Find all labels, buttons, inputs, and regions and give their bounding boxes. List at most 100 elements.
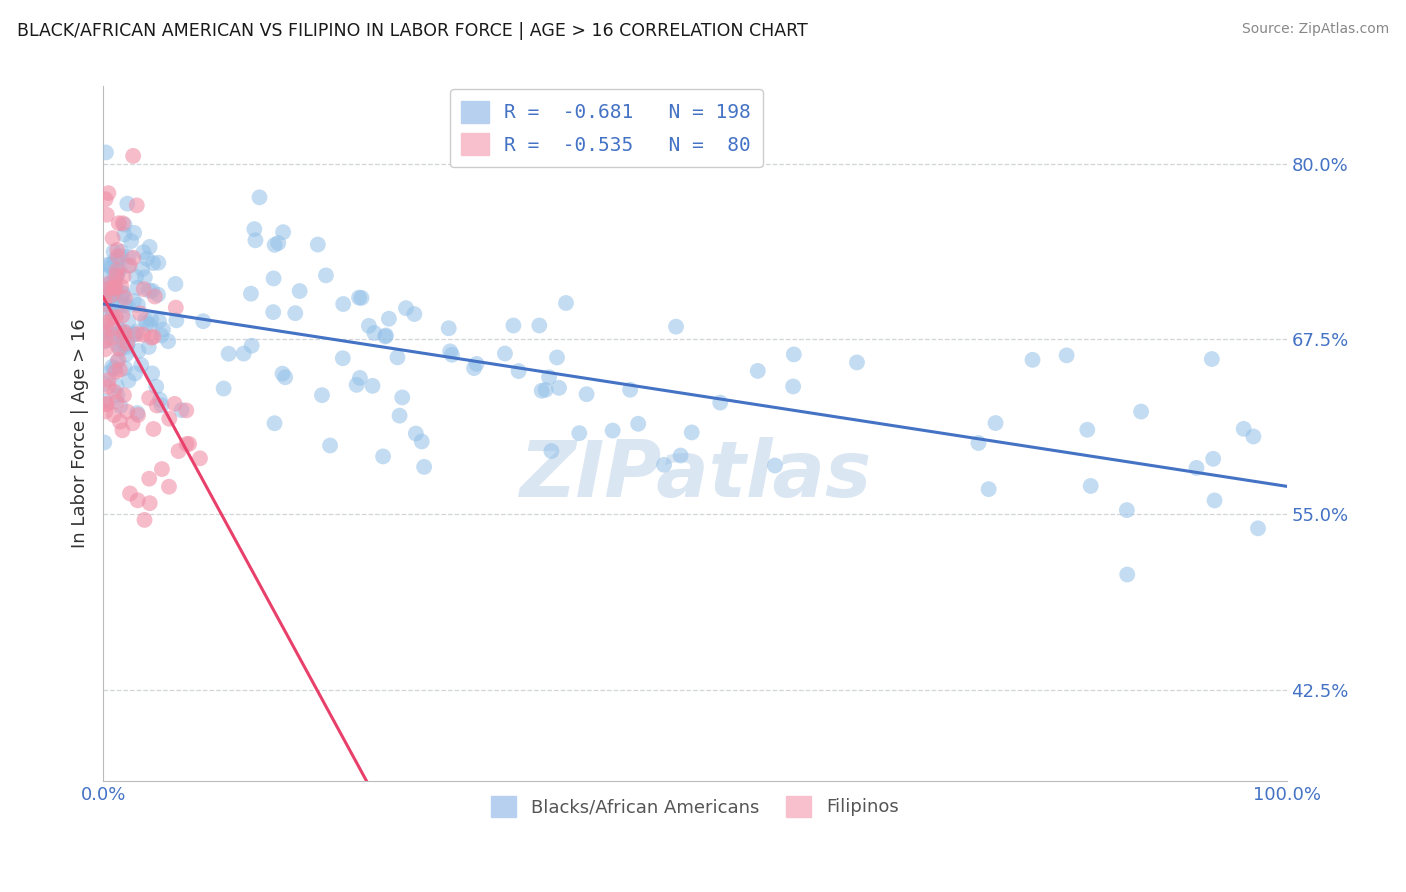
Point (111, 309, 134, 323)
Point (107, 252, 129, 267)
Point (101, 359, 124, 374)
Point (103, 384, 125, 399)
Point (311, 388, 333, 402)
Point (120, 234, 142, 248)
Point (540, 444, 562, 458)
Point (103, 281, 125, 295)
Point (94, 333, 117, 347)
Point (1076, 423, 1098, 437)
Point (107, 352, 129, 367)
Point (374, 329, 396, 343)
Point (534, 383, 557, 397)
Point (374, 328, 396, 343)
Point (537, 370, 560, 384)
Point (96, 284, 118, 298)
Point (114, 298, 136, 312)
Point (114, 291, 136, 305)
Point (1233, 422, 1256, 436)
Point (245, 233, 267, 247)
Point (141, 284, 163, 298)
Point (103, 244, 125, 259)
Point (122, 226, 145, 240)
Point (97, 277, 120, 291)
Point (97, 373, 120, 387)
Point (96, 397, 118, 411)
Point (125, 325, 148, 339)
Point (100, 331, 122, 345)
Point (134, 270, 156, 285)
Point (405, 426, 427, 441)
Point (101, 321, 124, 335)
Point (107, 321, 129, 335)
Point (437, 321, 460, 335)
Point (122, 327, 145, 342)
Point (124, 367, 146, 381)
Point (652, 458, 675, 472)
Point (117, 337, 139, 351)
Point (332, 351, 354, 366)
Point (150, 328, 173, 343)
Point (191, 314, 214, 328)
Point (104, 286, 127, 301)
Point (93, 324, 115, 338)
Point (141, 331, 163, 345)
Point (138, 284, 160, 298)
Point (783, 347, 806, 361)
Point (110, 279, 132, 293)
Point (105, 269, 128, 284)
Point (117, 314, 139, 328)
Point (138, 240, 160, 254)
Y-axis label: In Labor Force | Age > 16: In Labor Force | Age > 16 (72, 318, 89, 549)
Point (108, 415, 131, 429)
Point (103, 281, 125, 295)
Point (163, 397, 186, 411)
Point (108, 262, 131, 277)
Point (508, 364, 530, 378)
Point (127, 493, 149, 508)
Point (148, 256, 170, 270)
Point (111, 423, 134, 437)
Point (105, 394, 128, 409)
Point (93, 286, 115, 301)
Point (332, 297, 354, 311)
Point (94, 145, 117, 160)
Point (984, 416, 1007, 430)
Point (212, 382, 235, 396)
Point (93, 334, 115, 349)
Point (846, 355, 869, 369)
Point (1247, 521, 1270, 535)
Point (94, 343, 117, 357)
Point (146, 287, 169, 301)
Point (104, 310, 127, 325)
Point (148, 314, 170, 328)
Point (122, 251, 145, 265)
Point (122, 149, 145, 163)
Point (110, 399, 132, 413)
Point (263, 238, 285, 252)
Point (103, 361, 125, 376)
Point (132, 327, 155, 342)
Point (977, 482, 1000, 496)
Point (93, 291, 115, 305)
Point (117, 405, 139, 419)
Point (100, 300, 122, 314)
Point (575, 387, 598, 401)
Point (150, 462, 173, 476)
Point (103, 408, 125, 422)
Point (157, 411, 180, 425)
Point (249, 190, 271, 204)
Point (110, 325, 132, 339)
Point (115, 340, 138, 354)
Point (271, 367, 294, 381)
Point (138, 496, 160, 510)
Point (1130, 404, 1153, 418)
Point (1021, 352, 1043, 367)
Point (240, 339, 263, 353)
Point (127, 343, 149, 358)
Point (104, 278, 127, 293)
Point (98, 304, 121, 318)
Point (179, 437, 201, 451)
Point (619, 383, 641, 397)
Point (100, 260, 122, 274)
Point (361, 379, 384, 393)
